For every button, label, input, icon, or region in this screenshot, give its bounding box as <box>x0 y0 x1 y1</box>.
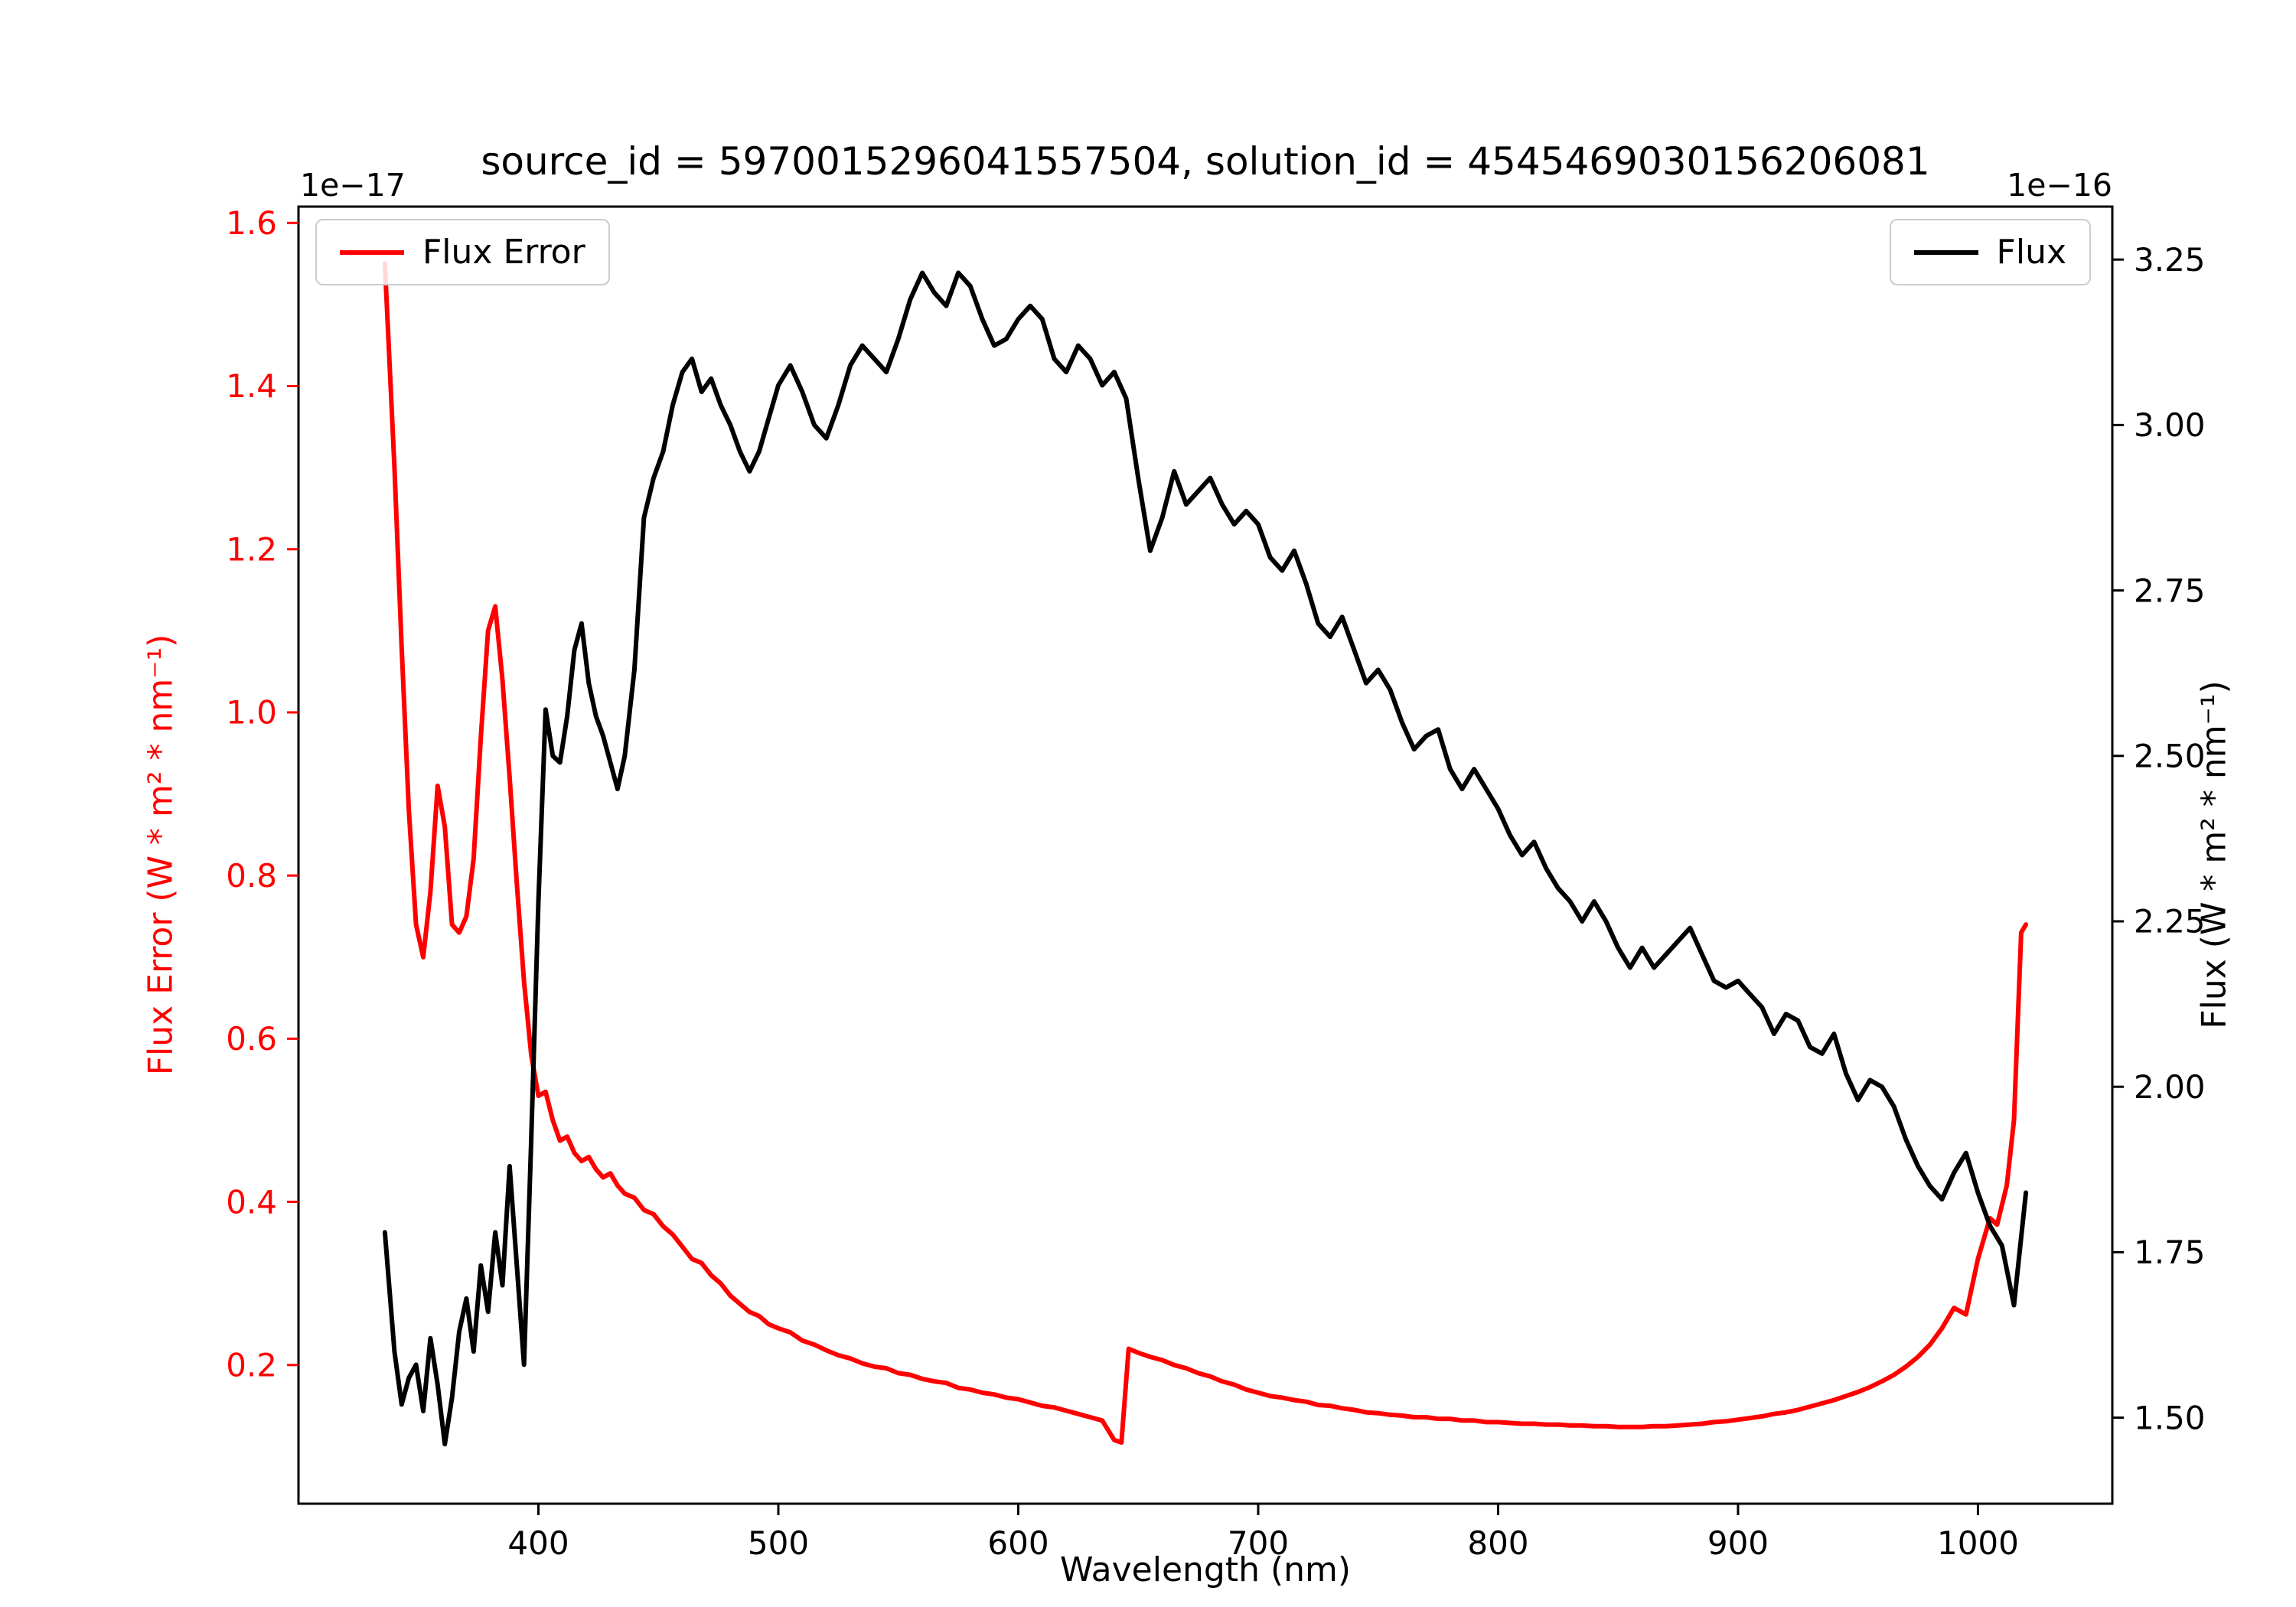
left-y-tick-label: 1.0 <box>226 694 277 732</box>
x-axis-title: Wavelength (nm) <box>1059 1550 1352 1589</box>
right-y-tick-label: 3.25 <box>2134 241 2206 279</box>
right-y-tick-label: 1.50 <box>2134 1399 2206 1436</box>
legend-flux: Flux <box>1889 219 2091 285</box>
right-y-tick-label: 2.50 <box>2134 737 2206 774</box>
right-y-tick-label: 3.00 <box>2134 406 2206 444</box>
x-tick-label: 1000 <box>1937 1524 2019 1562</box>
x-tick-label: 700 <box>1228 1524 1289 1562</box>
flux-error-line-sample <box>340 249 404 255</box>
left-y-tick-label: 1.6 <box>226 204 277 242</box>
right-y-tick-label: 1.75 <box>2134 1234 2206 1271</box>
right-y-tick-label: 2.00 <box>2134 1068 2206 1106</box>
left-y-tick-label: 1.4 <box>226 367 277 405</box>
chart-title: source_id = 5970015296041557504, solutio… <box>481 139 1930 184</box>
left-axis-title: Flux Error (W * m² * nm⁻¹) <box>141 634 181 1076</box>
x-tick-label: 400 <box>507 1524 569 1562</box>
axes-frame <box>297 205 2114 1505</box>
left-y-tick-label: 0.4 <box>226 1183 277 1221</box>
left-y-tick-label: 0.2 <box>226 1346 277 1384</box>
legend-flux-error-label: Flux Error <box>422 233 585 272</box>
right-axis-title: Flux (W * m² * nm⁻¹) <box>2194 680 2234 1029</box>
x-tick-label: 800 <box>1467 1524 1528 1562</box>
flux-curve <box>382 270 2029 1447</box>
legend-flux-label: Flux <box>1996 233 2066 272</box>
left-y-tick-label: 1.2 <box>226 530 277 568</box>
legend-flux-error: Flux Error <box>315 219 610 285</box>
x-tick-label: 500 <box>748 1524 809 1562</box>
left-y-tick-label: 0.6 <box>226 1020 277 1058</box>
x-tick-label: 600 <box>987 1524 1049 1562</box>
right-axis-offset-label: 1e−16 <box>2007 167 2112 204</box>
left-y-tick-label: 0.8 <box>226 857 277 895</box>
x-tick-label: 900 <box>1707 1524 1769 1562</box>
flux-line-sample <box>1913 249 1978 255</box>
flux-error-curve <box>382 261 2029 1445</box>
right-y-tick-label: 2.75 <box>2134 572 2206 609</box>
right-y-tick-label: 2.25 <box>2134 903 2206 940</box>
left-axis-offset-label: 1e−17 <box>300 167 406 204</box>
